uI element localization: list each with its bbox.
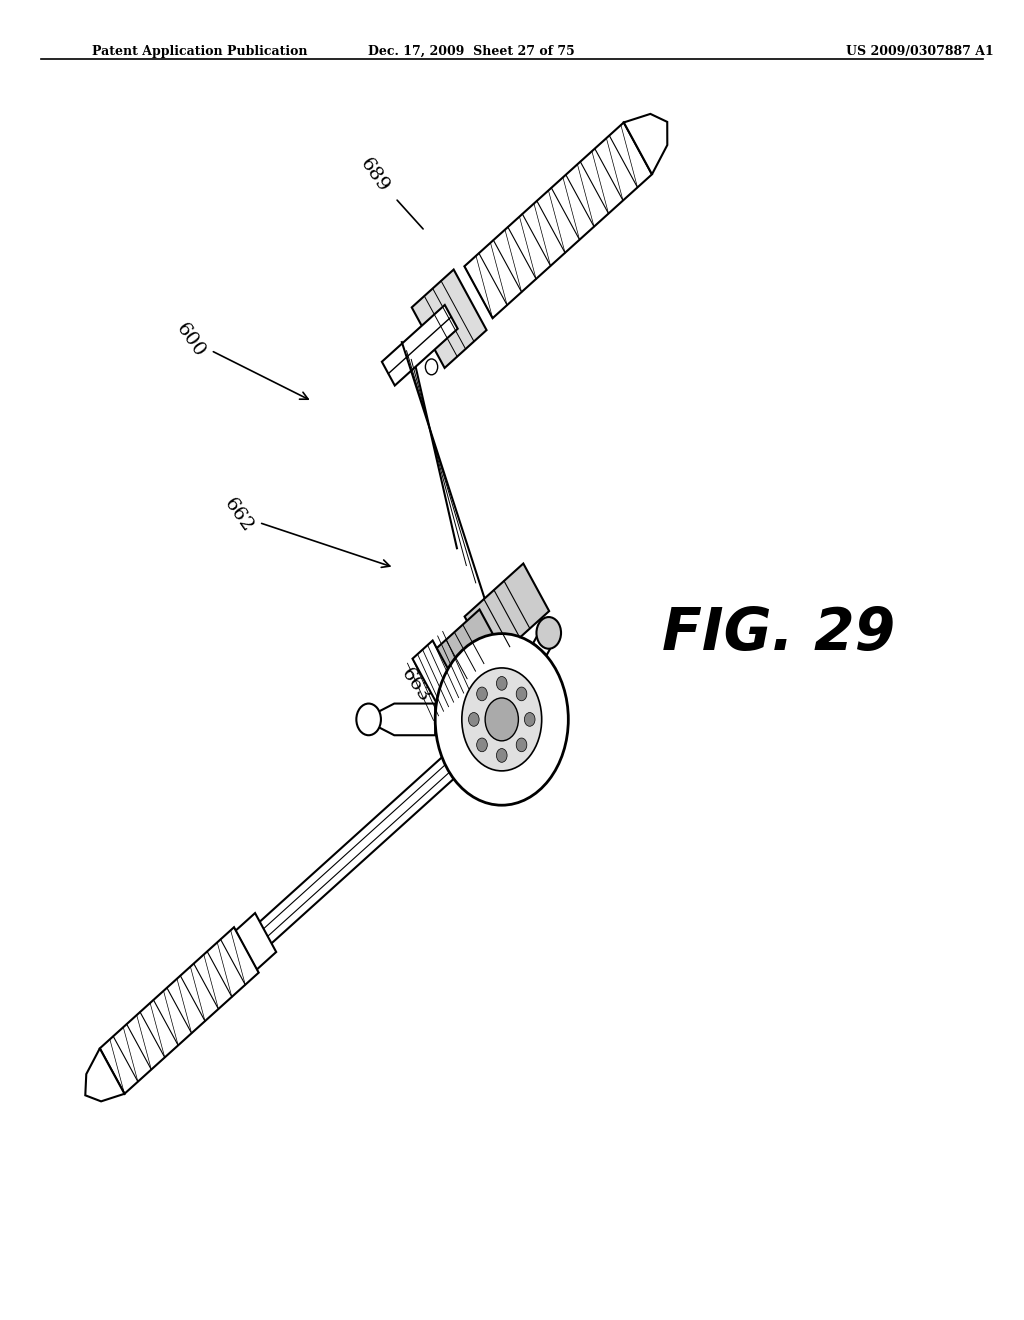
Polygon shape xyxy=(382,305,458,385)
Circle shape xyxy=(356,704,381,735)
Text: Dec. 17, 2009  Sheet 27 of 75: Dec. 17, 2009 Sheet 27 of 75 xyxy=(368,45,574,58)
Polygon shape xyxy=(379,704,435,735)
Circle shape xyxy=(516,686,527,701)
Polygon shape xyxy=(534,627,555,655)
Polygon shape xyxy=(624,114,668,174)
Text: Patent Application Publication: Patent Application Publication xyxy=(92,45,307,58)
Circle shape xyxy=(497,676,507,690)
Polygon shape xyxy=(99,927,259,1094)
Text: 600: 600 xyxy=(172,319,308,399)
Polygon shape xyxy=(465,123,652,318)
Circle shape xyxy=(462,668,542,771)
Text: 662: 662 xyxy=(220,495,390,568)
Circle shape xyxy=(476,738,487,752)
Polygon shape xyxy=(85,1048,125,1101)
Text: US 2009/0307887 A1: US 2009/0307887 A1 xyxy=(846,45,993,58)
Polygon shape xyxy=(413,640,462,713)
Text: 689: 689 xyxy=(356,154,423,228)
Polygon shape xyxy=(225,913,276,979)
Text: FIG. 29: FIG. 29 xyxy=(662,605,895,663)
Polygon shape xyxy=(412,269,486,368)
Circle shape xyxy=(524,713,535,726)
Circle shape xyxy=(476,686,487,701)
Circle shape xyxy=(537,616,561,648)
Text: 663: 663 xyxy=(397,665,468,710)
Circle shape xyxy=(435,634,568,805)
Circle shape xyxy=(497,748,507,762)
Polygon shape xyxy=(429,610,501,694)
Polygon shape xyxy=(465,564,549,664)
Circle shape xyxy=(469,713,479,726)
Circle shape xyxy=(485,698,518,741)
Circle shape xyxy=(516,738,527,752)
